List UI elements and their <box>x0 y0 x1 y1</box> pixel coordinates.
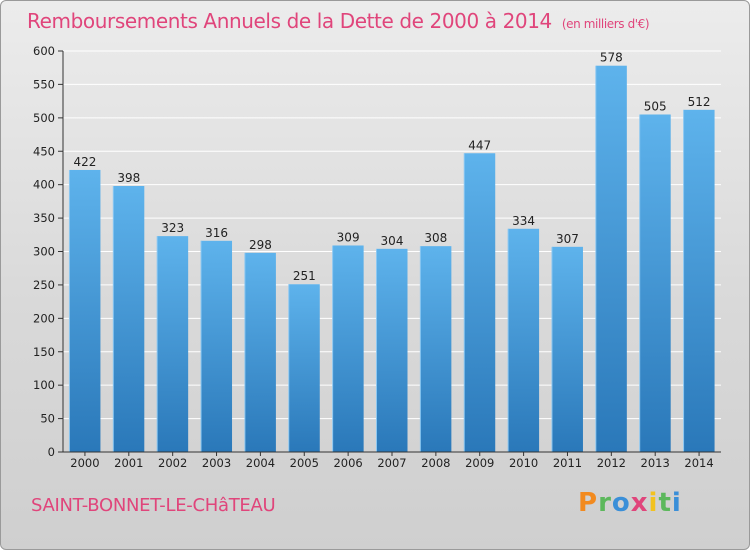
y-tick-label: 600 <box>33 44 55 58</box>
bar <box>683 109 715 453</box>
x-tick-label: 2012 <box>597 456 626 470</box>
x-tick-label: 2004 <box>246 456 275 470</box>
chart-title: Remboursements Annuels de la Dette de 20… <box>27 9 650 33</box>
logo-letter: o <box>611 488 631 518</box>
bar <box>464 153 496 452</box>
bar-value-label: 323 <box>161 221 184 235</box>
bar <box>113 186 145 452</box>
x-tick-label: 2010 <box>509 456 538 470</box>
bar-value-label: 316 <box>205 226 228 240</box>
bar <box>157 236 189 452</box>
y-tick-label: 400 <box>33 178 55 192</box>
x-tick-label: 2014 <box>684 456 713 470</box>
bar-value-label: 398 <box>117 171 140 185</box>
bar-value-label: 334 <box>512 214 535 228</box>
bar-value-label: 304 <box>381 234 404 248</box>
bar-value-label: 447 <box>468 138 491 152</box>
x-tick-label: 2000 <box>70 456 99 470</box>
y-tick-label: 150 <box>33 345 55 359</box>
bar-value-label: 298 <box>249 238 272 252</box>
bar-value-label: 512 <box>688 95 711 109</box>
bar <box>332 245 364 452</box>
y-tick-label: 350 <box>33 211 55 225</box>
x-tick-label: 2003 <box>202 456 231 470</box>
y-tick-label: 250 <box>33 278 55 292</box>
bar-value-label: 309 <box>337 230 360 244</box>
y-tick-label: 50 <box>40 412 55 426</box>
bar-value-label: 578 <box>600 51 623 65</box>
logo-letter: i <box>671 488 682 518</box>
bar <box>508 228 540 452</box>
x-tick-label: 2005 <box>290 456 319 470</box>
logo-letter: t <box>658 488 672 518</box>
bar <box>244 252 276 452</box>
y-tick-label: 100 <box>33 378 55 392</box>
chart-title-text: Remboursements Annuels de la Dette de 20… <box>27 9 552 33</box>
x-tick-label: 2011 <box>553 456 582 470</box>
logo-letter: x <box>630 488 649 518</box>
commune-name: SAINT-BONNET-LE-CHâTEAU <box>31 495 276 516</box>
y-tick-label: 450 <box>33 144 55 158</box>
y-tick-label: 500 <box>33 111 55 125</box>
logo-letter: r <box>598 488 612 518</box>
bars <box>68 65 715 453</box>
y-tick-label: 550 <box>33 77 55 91</box>
bar <box>420 246 452 452</box>
x-tick-label: 2006 <box>333 456 362 470</box>
bar <box>201 240 233 452</box>
bar-value-label: 308 <box>424 231 447 245</box>
bar-value-label: 422 <box>73 155 96 169</box>
logo-letter: i <box>648 488 659 518</box>
bar-value-label: 307 <box>556 232 579 246</box>
bar-value-label: 505 <box>644 99 667 113</box>
x-tick-label: 2002 <box>158 456 187 470</box>
logo-letter: P <box>578 488 599 518</box>
axes <box>58 50 721 456</box>
bar <box>595 65 627 452</box>
labels: 0 50 100 150 200 250 300 350 400 450 500 550 600 422 2… <box>33 44 714 470</box>
bar <box>376 248 408 452</box>
proxiti-logo: Proxiti <box>578 488 682 518</box>
bar <box>288 284 320 452</box>
x-tick-label: 2001 <box>114 456 143 470</box>
x-tick-label: 2007 <box>377 456 406 470</box>
y-tick-label: 300 <box>33 245 55 259</box>
y-tick-label: 0 <box>48 445 55 459</box>
bar <box>551 246 583 452</box>
bar-value-label: 251 <box>293 269 316 283</box>
chart-unit-note: (en milliers d'€) <box>561 17 650 31</box>
bar <box>639 114 671 452</box>
x-tick-label: 2009 <box>465 456 494 470</box>
x-tick-label: 2013 <box>641 456 670 470</box>
bar <box>69 169 101 453</box>
x-tick-label: 2008 <box>421 456 450 470</box>
y-tick-label: 200 <box>33 311 55 325</box>
